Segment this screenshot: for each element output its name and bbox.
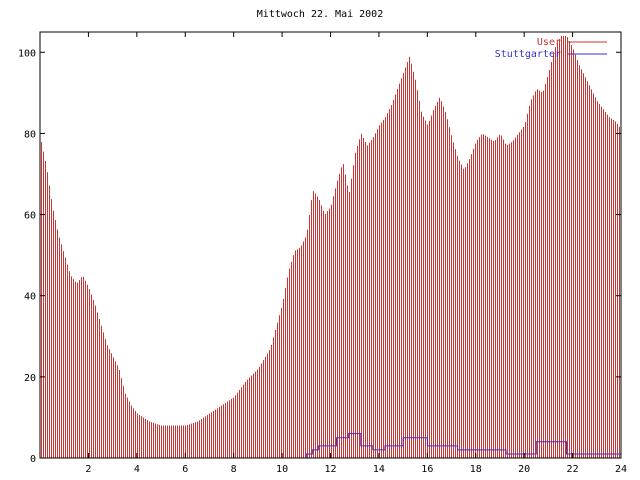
x-tick-label: 6 xyxy=(182,464,188,475)
y-tick-label: 0 xyxy=(30,454,36,465)
x-tick-label: 4 xyxy=(134,464,140,475)
x-tick-label: 18 xyxy=(470,464,482,475)
legend: User Stuttgarter xyxy=(495,37,607,60)
y-tick-label: 40 xyxy=(24,292,36,303)
legend-label-stuttgarter: Stuttgarter xyxy=(495,49,561,60)
x-axis: 2 4 6 8 10 12 14 16 18 20 22 24 xyxy=(85,32,627,475)
y-tick-label: 60 xyxy=(24,211,36,222)
x-tick-label: 8 xyxy=(231,464,237,475)
x-tick-label: 16 xyxy=(421,464,433,475)
stuttgarter-line xyxy=(40,433,621,459)
y-axis: 0 20 40 60 80 100 xyxy=(18,48,621,465)
chart-title: Mittwoch 22. Mai 2002 xyxy=(256,9,384,20)
y-tick-label: 100 xyxy=(18,48,36,59)
x-tick-label: 24 xyxy=(615,464,627,475)
x-tick-label: 14 xyxy=(373,464,385,475)
x-tick-label: 22 xyxy=(567,464,579,475)
y-tick-label: 80 xyxy=(24,129,36,140)
x-tick-label: 10 xyxy=(276,464,288,475)
user-bars-group xyxy=(41,36,620,458)
legend-label-user: User xyxy=(537,37,561,48)
y-tick-label: 20 xyxy=(24,373,36,384)
x-tick-label: 2 xyxy=(85,464,91,475)
x-tick-label: 12 xyxy=(324,464,336,475)
x-tick-label: 20 xyxy=(518,464,530,475)
